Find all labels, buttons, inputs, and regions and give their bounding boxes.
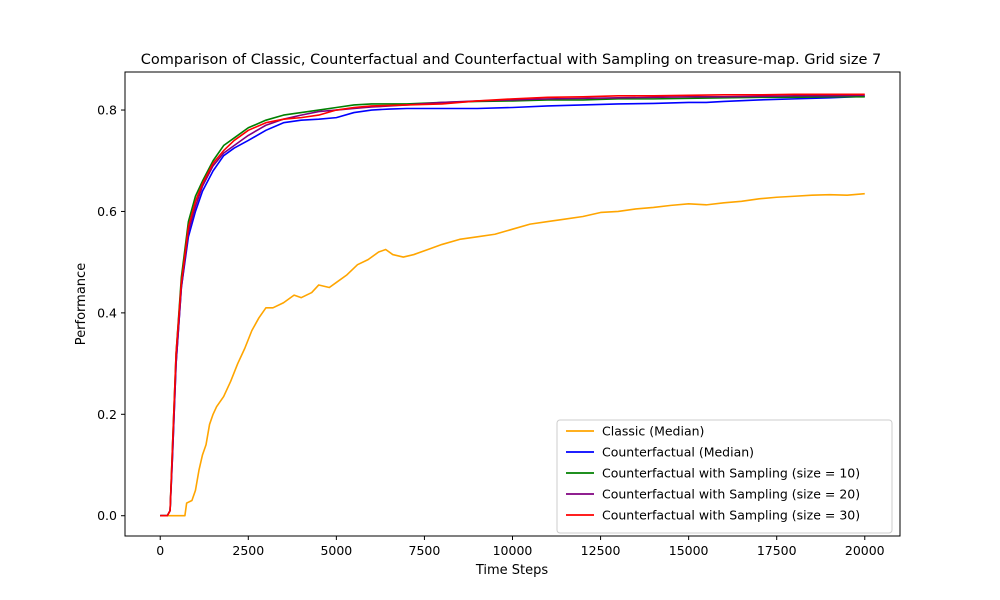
- y-axis: 0.0 0.2 0.4 0.6 0.8: [97, 103, 125, 523]
- y-tick-label: 0.6: [97, 204, 117, 219]
- legend-label: Classic (Median): [602, 424, 704, 439]
- legend-label: Counterfactual (Median): [602, 445, 754, 460]
- legend-label: Counterfactual with Sampling (size = 10): [602, 466, 860, 481]
- y-tick-label: 0.4: [97, 305, 117, 320]
- x-tick-label: 20000: [845, 543, 885, 558]
- legend: Classic (Median) Counterfactual (Median) C…: [556, 419, 893, 534]
- series-layer: [160, 93, 865, 517]
- y-tick-label: 0.8: [97, 103, 117, 118]
- y-tick-label: 0.0: [97, 508, 117, 523]
- x-tick-label: 7500: [409, 543, 441, 558]
- x-tick-label: 2500: [232, 543, 264, 558]
- x-tick-label: 10000: [493, 543, 533, 558]
- x-tick-label: 12500: [581, 543, 621, 558]
- legend-label: Counterfactual with Sampling (size = 30): [602, 508, 860, 523]
- legend-box: [556, 419, 893, 534]
- x-tick-label: 5000: [320, 543, 352, 558]
- chart-title: Comparison of Classic, Counterfactual an…: [141, 52, 882, 68]
- series-line-5: [160, 93, 865, 517]
- legend-label: Counterfactual with Sampling (size = 20): [602, 487, 860, 502]
- x-tick-label: 17500: [757, 543, 797, 558]
- x-axis-label: Time Steps: [475, 563, 549, 578]
- y-axis-label: Performance: [74, 263, 89, 345]
- series-line-1: [160, 192, 865, 517]
- x-tick-label: 0: [156, 543, 164, 558]
- y-tick-label: 0.2: [97, 407, 117, 422]
- x-axis: 0 2500 5000 7500 10000 12500 15000 17500 20000: [156, 536, 885, 558]
- x-tick-label: 15000: [669, 543, 709, 558]
- plot-area: [124, 71, 901, 537]
